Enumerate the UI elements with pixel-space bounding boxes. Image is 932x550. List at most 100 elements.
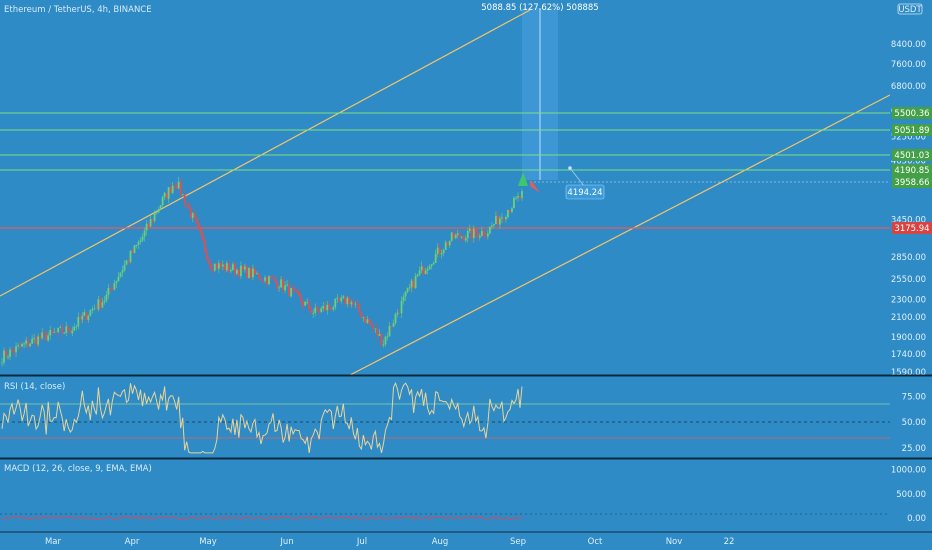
- candle-body: [462, 236, 465, 241]
- rsi-line[interactable]: [1, 381, 523, 454]
- candle-body: [436, 247, 439, 254]
- candle-body: [39, 336, 42, 339]
- candle-body: [332, 307, 335, 310]
- callout-pointer: [569, 167, 585, 187]
- candle-body: [97, 299, 100, 310]
- candle-body: [143, 230, 146, 237]
- price-axis[interactable]: USDT 8400.007600.006800.006000.005250.00…: [890, 0, 932, 378]
- candle-body: [157, 209, 160, 213]
- price-tag: [892, 176, 932, 188]
- candle-body: [376, 328, 379, 336]
- rsi-tick-label: 75.00: [902, 393, 926, 403]
- currency-badge[interactable]: [897, 3, 923, 15]
- price-tick-label: 2550.00: [891, 275, 926, 285]
- symbol-title: Ethereum / TetherUS, 4h, BINANCE: [4, 5, 152, 15]
- down-arrow-icon: [530, 180, 540, 193]
- candle-body: [324, 306, 327, 311]
- candle-body: [406, 288, 409, 292]
- candle-body: [412, 280, 415, 289]
- time-tick-label: Mar: [45, 537, 62, 547]
- price-pane[interactable]: Ethereum / TetherUS, 4h, BINANCE 5088.85…: [0, 0, 932, 376]
- candle-body: [476, 233, 479, 238]
- candle-body: [221, 264, 224, 267]
- candle-body: [163, 192, 166, 198]
- candle-body: [274, 278, 276, 282]
- price-tick-label: 6800.00: [891, 82, 926, 92]
- candle-body: [213, 263, 216, 271]
- candle-body: [147, 223, 150, 227]
- candle-body: [250, 268, 252, 278]
- rsi-tick-label: 50.00: [902, 418, 926, 428]
- candle-body: [348, 298, 351, 305]
- candle-body: [13, 350, 15, 353]
- candle-body: [203, 240, 206, 252]
- candle-body: [286, 284, 288, 286]
- candle-body: [103, 300, 106, 303]
- price-tag-label: 5500.36: [894, 109, 929, 119]
- candle-body: [312, 312, 315, 314]
- candle-body: [386, 336, 389, 338]
- candle-body: [117, 276, 120, 282]
- candle-body: [360, 311, 363, 318]
- candlestick-series[interactable]: [1, 176, 523, 367]
- candle-body: [304, 301, 307, 306]
- price-tag: [892, 164, 932, 176]
- candle-body: [165, 192, 168, 199]
- candle-body: [416, 274, 419, 277]
- candle-body: [334, 298, 337, 308]
- candle-body: [320, 308, 323, 313]
- up-arrow-icon: [518, 172, 528, 186]
- candle-body: [464, 238, 467, 241]
- candle-body: [85, 312, 88, 320]
- candle-body: [121, 270, 124, 273]
- candle-body: [77, 317, 80, 327]
- candle-body: [171, 185, 174, 193]
- price-tick-label: 8400.00: [891, 40, 926, 50]
- candle-body: [59, 327, 62, 329]
- candle-body: [195, 218, 198, 224]
- candle-body: [336, 297, 339, 299]
- channel-upper-line[interactable]: [0, 9, 531, 297]
- time-axis[interactable]: Mar Apr May Jun Jul Aug Sep Oct Nov 22: [0, 531, 932, 550]
- candle-body: [211, 269, 214, 271]
- time-ticks: Mar Apr May Jun Jul Aug Sep Oct Nov 22: [45, 537, 734, 547]
- macd-line[interactable]: [1, 515, 523, 521]
- candle-body: [231, 264, 234, 270]
- candle-body: [236, 269, 238, 274]
- channel-lower-line[interactable]: [349, 94, 891, 376]
- candle-body: [517, 196, 519, 198]
- candle-body: [107, 288, 110, 295]
- candle-body: [278, 287, 280, 289]
- callout-box[interactable]: [565, 184, 605, 200]
- candle-body: [282, 279, 284, 291]
- candle-body: [91, 309, 94, 311]
- candle-body: [93, 308, 96, 310]
- candle-body: [486, 233, 489, 237]
- candle-body: [346, 298, 349, 305]
- price-tick-label: 2850.00: [891, 253, 926, 263]
- candle-body: [322, 306, 325, 309]
- candle-body: [41, 332, 44, 339]
- price-tag: [892, 107, 932, 119]
- candle-body: [308, 301, 311, 310]
- candle-body: [17, 345, 19, 347]
- candle-body: [37, 336, 40, 345]
- candle-body: [354, 303, 357, 305]
- macd-pane[interactable]: MACD (12, 26, close, 9, EMA, EMA) 1000.0…: [0, 457, 932, 532]
- candle-body: [225, 263, 228, 271]
- candle-body: [57, 327, 60, 333]
- candle-body: [127, 260, 130, 262]
- candle-body: [183, 194, 186, 205]
- candle-body: [511, 208, 513, 212]
- candle-body: [179, 181, 182, 195]
- candle-body: [161, 197, 164, 206]
- candle-body: [181, 194, 184, 195]
- candle-body: [7, 356, 9, 358]
- candle-body: [474, 228, 477, 234]
- rsi-pane[interactable]: RSI (14, close) 75.00 50.00 25.00: [0, 374, 932, 459]
- candle-body: [254, 268, 256, 274]
- candle-body: [268, 276, 270, 285]
- candle-body: [169, 187, 172, 193]
- price-tag-label: 4190.85: [894, 166, 929, 176]
